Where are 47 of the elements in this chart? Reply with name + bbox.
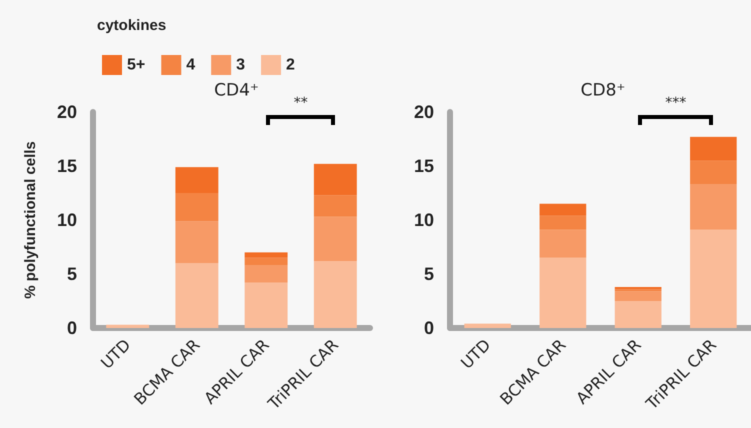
legend-label: 5+ (127, 56, 146, 74)
bar (464, 324, 511, 328)
bar (314, 261, 357, 328)
bar (175, 263, 218, 328)
chart-title: CD4⁺ (214, 80, 259, 100)
bar (690, 160, 737, 184)
y-tick-label: 15 (414, 156, 434, 176)
y-tick-label: 5 (424, 264, 434, 284)
y-tick-label: 15 (56, 156, 77, 176)
x-tick-label: UTD (457, 335, 494, 373)
legend-label: 4 (186, 56, 196, 74)
bar (244, 282, 288, 328)
bar (690, 230, 737, 328)
legend-label: 2 (286, 56, 296, 74)
bar (540, 230, 586, 258)
y-tick-label: 10 (56, 210, 77, 230)
bar (175, 193, 218, 222)
bar (175, 167, 218, 193)
bar (614, 301, 662, 328)
bar (614, 286, 662, 290)
bar (690, 184, 737, 230)
x-tick-label: UTD (97, 335, 134, 373)
bar (244, 252, 288, 258)
bar (540, 204, 586, 216)
bar (106, 324, 150, 328)
y-tick-label: 0 (66, 318, 77, 338)
y-tick-label: 0 (424, 318, 434, 338)
y-tick-label: 20 (56, 102, 77, 122)
bar (175, 221, 218, 264)
bar (540, 258, 586, 328)
bar (690, 136, 737, 161)
text: *** (665, 95, 686, 111)
bar (244, 265, 288, 283)
bar (314, 216, 357, 262)
y-tick-label: 10 (414, 210, 434, 230)
y-axis-title: % polyfunctional cells (22, 141, 39, 299)
y-tick-label: 20 (414, 102, 434, 122)
bar (314, 164, 357, 196)
chart-title: CD8⁺ (580, 80, 626, 100)
bar (244, 258, 288, 266)
text: ** (294, 95, 308, 111)
bar (614, 291, 662, 301)
legend-label: 3 (236, 56, 246, 74)
bar (540, 216, 586, 230)
legend-title: cytokines (97, 17, 166, 34)
bar (314, 195, 357, 217)
y-tick-label: 5 (66, 264, 77, 284)
